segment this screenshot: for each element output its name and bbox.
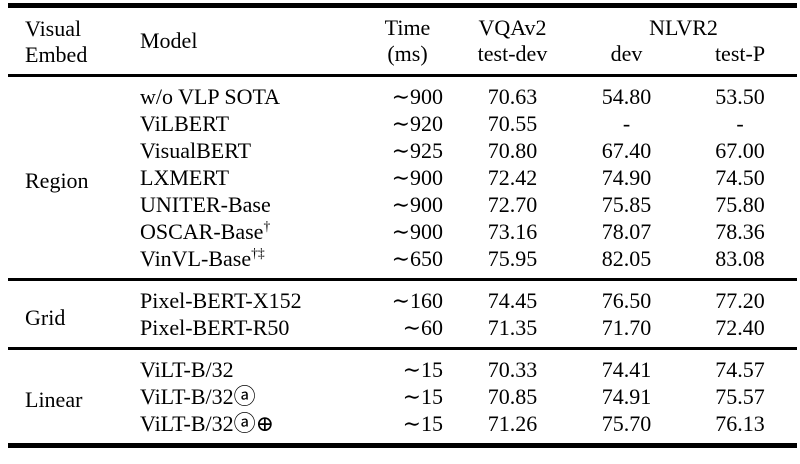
nlvr2-testp-value: 78.36	[715, 219, 765, 244]
model-name: VisualBERT	[140, 138, 252, 163]
time-value: ∼900	[391, 219, 443, 244]
model-name: ViLT-B/32ⓐ	[140, 384, 256, 409]
nlvr2-dev-value: 74.41	[601, 357, 652, 382]
group-grid: Grid Pixel-BERT-X152 ∼160 74.45 76.50 77.20 Pi…	[8, 279, 797, 349]
vqav2-testdev-value: 72.70	[487, 192, 538, 217]
nlvr2-testp-value: 77.20	[715, 288, 765, 313]
nlvr2-dev-value: -	[622, 111, 631, 136]
time-value: ∼925	[391, 138, 443, 163]
model-name: VinVL-Base†‡	[140, 245, 265, 271]
nlvr2-testp-value: 75.57	[715, 384, 765, 409]
model-name: UNITER-Base	[140, 192, 271, 217]
time-value: ∼15	[402, 384, 443, 409]
table-row: Region w/o VLP SOTA ∼900 70.63 54.80 53.50	[8, 76, 797, 193]
nlvr2-testp-value: 72.40	[715, 315, 765, 340]
model-name: ViLT-B/32	[140, 357, 234, 382]
vqav2-testdev-value: 70.33	[487, 357, 538, 382]
header-vqav2-line1: VQAv2	[478, 15, 547, 40]
nlvr2-testp-value: 76.13	[715, 411, 765, 436]
group-region: Region w/o VLP SOTA ∼900 70.63 54.80 53.50 ViL…	[8, 75, 797, 280]
time-value: ∼15	[402, 411, 443, 436]
visual-embed-label: Linear	[25, 387, 83, 412]
vqav2-testdev-value: 71.35	[487, 315, 538, 340]
model-name: ViLBERT	[140, 111, 230, 136]
nlvr2-dev-value: 71.70	[601, 315, 652, 340]
table-row: Pixel-BERT-R50 ∼60 71.35 71.70 72.40	[8, 314, 797, 349]
model-name: OSCAR-Base†	[140, 218, 271, 244]
nlvr2-dev-value: 74.91	[601, 384, 652, 409]
time-value: ∼900	[391, 84, 443, 109]
table-row: Linear ViLT-B/32 ∼15 70.33 74.41 74.57	[8, 349, 797, 412]
time-value: ∼15	[402, 357, 443, 382]
visual-embed-label: Grid	[25, 304, 66, 330]
model-name: LXMERT	[140, 165, 230, 190]
vqav2-testdev-value: 70.85	[487, 384, 538, 409]
nlvr2-testp-value: -	[736, 111, 744, 136]
group-linear: Linear ViLT-B/32 ∼15 70.33 74.41 74.57 ViLT-B/…	[8, 348, 797, 446]
header-row-2: dev test-P	[8, 41, 797, 75]
nlvr2-dev-value: 54.80	[601, 84, 652, 109]
nlvr2-dev-value: 74.90	[601, 165, 652, 190]
model-name: Pixel-BERT-R50	[140, 315, 290, 340]
vqav2-testdev-value: 72.42	[487, 165, 538, 190]
table-row: LXMERT ∼900 72.42 74.90 74.50	[8, 164, 797, 191]
header-nlvr2: NLVR2	[649, 15, 718, 41]
nlvr2-dev-value: 67.40	[601, 138, 652, 163]
header-vqav2-line2: test-dev	[477, 41, 548, 66]
time-value: ∼160	[391, 288, 443, 313]
nlvr2-testp-value: 67.00	[715, 138, 765, 163]
header-nlvr2-testp: test-P	[714, 41, 766, 67]
vqav2-testdev-value: 70.80	[487, 138, 538, 163]
nlvr2-dev-value: 75.85	[601, 192, 652, 217]
table-row: VisualBERT ∼925 70.80 67.40 67.00	[8, 137, 797, 164]
nlvr2-testp-value: 53.50	[715, 84, 765, 109]
nlvr2-dev-value: 78.07	[601, 219, 652, 244]
nlvr2-dev-value: 76.50	[601, 288, 652, 313]
vqav2-testdev-value: 71.26	[487, 411, 538, 436]
time-value: ∼60	[402, 315, 443, 340]
model-superscript: †	[263, 218, 271, 234]
nlvr2-testp-value: 74.50	[715, 165, 765, 190]
vqav2-testdev-value: 73.16	[487, 219, 538, 244]
model-name: w/o VLP SOTA	[140, 84, 281, 109]
header-model: Model	[140, 28, 198, 53]
header-visual-embed: Visual Embed	[8, 6, 140, 76]
header-row-1: Visual Embed Model Time (ms) VQAv2 test-de…	[8, 6, 797, 67]
vqav2-testdev-value: 74.45	[487, 288, 538, 313]
model-name: ViLT-B/32ⓐ⊕	[140, 411, 275, 436]
nlvr2-dev-value: 82.05	[601, 246, 652, 271]
nlvr2-testp-value: 74.57	[715, 357, 765, 382]
table-row: OSCAR-Base† ∼900 73.16 78.07 78.36	[8, 218, 797, 245]
table-row: ViLT-B/32ⓐ ∼15 70.85 74.91 75.57	[8, 383, 797, 410]
model-superscript: †‡	[251, 245, 265, 261]
table-row: VinVL-Base†‡ ∼650 75.95 82.05 83.08	[8, 245, 797, 280]
results-table: Visual Embed Model Time (ms) VQAv2 test-de…	[8, 3, 797, 448]
vqav2-testdev-value: 70.63	[487, 84, 538, 109]
header-visual-embed-line1: Visual	[25, 16, 82, 41]
table-header: Visual Embed Model Time (ms) VQAv2 test-de…	[8, 6, 797, 76]
time-value: ∼900	[391, 192, 443, 217]
nlvr2-dev-value: 75.70	[601, 411, 652, 436]
vqav2-testdev-value: 75.95	[487, 246, 538, 271]
time-value: ∼900	[391, 165, 443, 190]
table-row: UNITER-Base ∼900 72.70 75.85 75.80	[8, 191, 797, 218]
header-time-line1: Time	[384, 15, 431, 40]
visual-embed-label: Region	[25, 168, 89, 193]
nlvr2-testp-value: 75.80	[715, 192, 765, 217]
nlvr2-testp-value: 83.08	[715, 246, 765, 271]
header-vqav2: VQAv2 test-dev	[455, 6, 570, 76]
time-value: ∼920	[391, 111, 443, 136]
header-time: Time (ms)	[360, 6, 455, 76]
header-visual-embed-line2: Embed	[25, 42, 88, 67]
header-time-line2: (ms)	[387, 41, 428, 66]
table-row: ViLT-B/32ⓐ⊕ ∼15 71.26 75.70 76.13	[8, 410, 797, 446]
time-value: ∼650	[391, 246, 443, 271]
model-name: Pixel-BERT-X152	[140, 288, 302, 313]
table-row: ViLBERT ∼920 70.55 - -	[8, 110, 797, 137]
table-row: Grid Pixel-BERT-X152 ∼160 74.45 76.50 77.20	[8, 280, 797, 330]
header-nlvr2-dev: dev	[610, 41, 643, 67]
vqav2-testdev-value: 70.55	[487, 111, 538, 136]
